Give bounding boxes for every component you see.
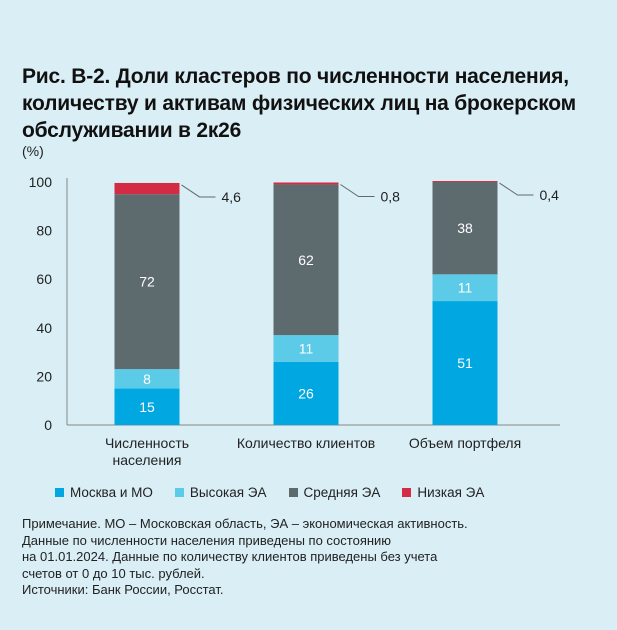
legend-label: Низкая ЭА [417, 485, 485, 500]
y-tick-label: 80 [36, 223, 52, 239]
legend-swatch [55, 488, 64, 497]
bar-segment-low [432, 181, 498, 182]
y-tick-label: 100 [29, 174, 53, 190]
legend-label: Москва и МО [70, 485, 153, 500]
bar-segment-moscow [273, 361, 339, 425]
legend-label: Высокая ЭА [189, 485, 267, 500]
footnote: Примечание. МО – Московская область, ЭА … [22, 516, 602, 599]
legend-label: Средняя ЭА [303, 485, 381, 500]
y-tick-label: 60 [36, 271, 52, 287]
bar-segment-high [432, 274, 498, 302]
y-tick-label: 0 [44, 417, 52, 433]
y-tick-label: 20 [36, 368, 52, 384]
legend-swatch [402, 488, 412, 497]
bar-segment-moscow [432, 301, 498, 425]
bar-segment-mid [273, 184, 339, 336]
y-tick-label: 40 [36, 320, 52, 336]
stacked-bar-chart: 0 20 40 60 80 100 15 8 72 4,6 Численностьнаселения… [29, 174, 560, 468]
bar-segment-high [114, 369, 180, 389]
bar-data-label: 72 [139, 274, 155, 290]
callout-leader-line [181, 184, 216, 198]
x-category-label: Количество клиентов [237, 435, 375, 451]
x-category-label: населения [113, 452, 182, 468]
footnote-line: на 01.01.2024. Данные по количеству клие… [22, 549, 438, 564]
callout-leader-line [499, 182, 534, 196]
bar-data-label: 8 [143, 371, 151, 387]
bar-segment-high [273, 335, 339, 362]
bar-data-label: 11 [458, 280, 473, 296]
x-category-label: Численность [105, 435, 189, 451]
footnote-line: Примечание. МО – Московская область, ЭА … [22, 516, 468, 531]
bar-data-label: 11 [299, 340, 314, 356]
bar-data-label: 26 [298, 385, 314, 401]
bar-data-label: 62 [298, 252, 314, 268]
callout-leader-line [340, 184, 375, 197]
legend-item-low: Низкая ЭА [402, 485, 484, 500]
x-category-label: Объем портфеля [409, 435, 521, 451]
bar-segment-low [114, 182, 180, 195]
bar-segment-mid [114, 194, 180, 370]
unit-label: (%) [22, 143, 44, 159]
legend-item-mid: Средняя ЭА [288, 485, 381, 500]
bar-data-label: 51 [457, 355, 473, 371]
callout-data-label: 4,6 [222, 189, 242, 205]
legend-swatch [174, 488, 184, 497]
chart-title: Рис. В-2. Доли кластеров по численности … [22, 65, 576, 142]
legend: Москва и МО Высокая ЭА Средняя ЭА Низкая… [55, 485, 506, 500]
callout-data-label: 0,8 [381, 188, 401, 204]
legend-item-moscow: Москва и МО [55, 485, 153, 500]
bar-data-label: 38 [457, 220, 473, 236]
footnote-line: Данные по численности населения приведен… [22, 532, 392, 548]
footnote-line: счетов от 0 до 10 тыс. рублей. [22, 565, 205, 581]
footnote-line: Источники: Банк России, Росстат. [22, 582, 224, 597]
bar-segment-moscow [114, 388, 180, 425]
legend-swatch [288, 488, 298, 497]
callout-data-label: 0,4 [540, 187, 560, 203]
bar-segment-low [273, 182, 339, 185]
legend-item-high: Высокая ЭА [174, 485, 267, 500]
bar-data-label: 15 [139, 399, 155, 415]
bar-segment-mid [432, 182, 498, 275]
